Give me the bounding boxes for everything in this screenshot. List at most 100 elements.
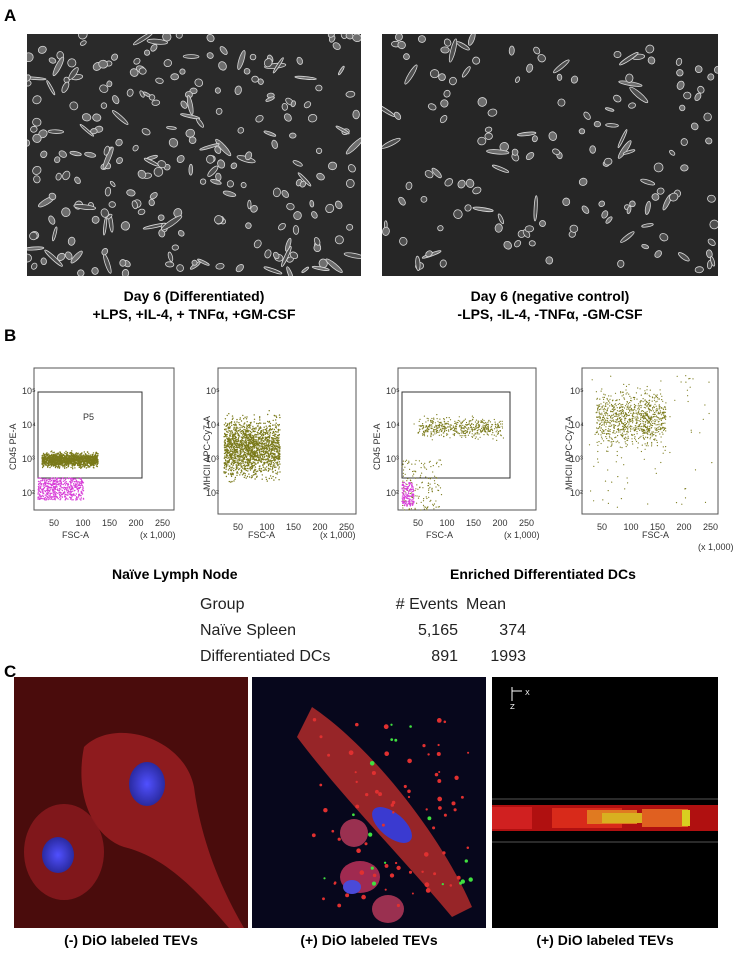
event-dot	[419, 487, 421, 489]
event-dot	[43, 478, 46, 480]
cell	[175, 34, 183, 39]
event-dot	[640, 394, 642, 396]
event-dot	[255, 476, 258, 478]
cell	[99, 84, 109, 93]
event-dot	[481, 427, 483, 430]
event-dot	[253, 464, 255, 467]
event-dot	[80, 484, 83, 486]
event-dot	[404, 473, 406, 475]
event-dot	[235, 449, 237, 451]
cell	[92, 113, 102, 122]
event-dot	[265, 455, 268, 457]
cell	[315, 84, 323, 92]
plot-frame	[397, 367, 537, 511]
event-dot	[248, 426, 250, 429]
event-dot	[264, 428, 266, 431]
event-dot	[240, 469, 243, 471]
event-dot	[53, 456, 56, 458]
cell	[347, 164, 356, 173]
event-dot	[414, 477, 416, 479]
event-dot	[420, 509, 422, 511]
event-dot	[458, 432, 460, 435]
event-dot	[43, 454, 45, 456]
event-dot	[631, 400, 633, 402]
cell	[641, 243, 649, 250]
event-dot	[437, 506, 439, 508]
event-dot	[75, 499, 77, 501]
event-dot	[411, 504, 414, 506]
event-dot	[53, 490, 55, 492]
event-dot	[239, 427, 241, 429]
event-dot	[248, 468, 250, 470]
event-dot	[253, 441, 256, 443]
event-dot	[266, 466, 268, 468]
event-dot	[56, 455, 58, 457]
event-dot	[272, 466, 274, 468]
event-dot	[401, 484, 403, 486]
event-dot	[472, 426, 474, 429]
x-axis-unit: (x 1,000)	[140, 530, 176, 540]
event-dot	[50, 492, 52, 494]
event-dot	[39, 482, 42, 484]
event-dot	[66, 455, 68, 457]
event-dot	[409, 505, 411, 507]
event-dot	[440, 464, 442, 466]
event-dot	[237, 469, 240, 471]
event-dot	[411, 488, 413, 490]
event-dot	[64, 487, 67, 489]
event-dot	[445, 427, 447, 429]
event-dot	[267, 431, 269, 434]
event-dot	[250, 422, 252, 424]
event-dot	[243, 442, 245, 444]
cell	[243, 68, 251, 75]
event-dot	[39, 487, 42, 490]
event-dot	[90, 462, 92, 464]
event-dot	[616, 399, 618, 401]
event-dot	[265, 431, 267, 434]
event-dot	[245, 430, 247, 432]
event-dot	[406, 487, 409, 489]
event-dot	[412, 488, 414, 490]
event-dot	[249, 454, 252, 457]
cell	[52, 226, 58, 242]
event-dot	[609, 405, 611, 407]
event-dot	[70, 457, 73, 460]
event-dot	[46, 460, 48, 462]
event-dot	[455, 425, 458, 427]
event-dot	[265, 468, 267, 471]
cell	[247, 199, 252, 210]
cell	[697, 85, 705, 94]
event-dot	[462, 420, 464, 422]
event-dot	[644, 399, 646, 401]
event-dot	[401, 488, 403, 490]
event-dot	[480, 420, 482, 422]
event-dot	[67, 489, 69, 491]
event-dot	[230, 441, 232, 443]
event-dot	[464, 432, 466, 434]
event-dot	[241, 440, 243, 442]
event-dot	[493, 434, 495, 436]
event-dot	[411, 499, 413, 501]
cell	[477, 97, 487, 107]
event-dot	[622, 413, 624, 415]
event-dot	[450, 429, 452, 431]
event-dot	[64, 461, 67, 463]
event-dot	[253, 454, 255, 456]
event-dot	[87, 455, 89, 457]
event-dot	[406, 480, 408, 482]
cell	[644, 200, 651, 215]
event-dot	[468, 421, 470, 423]
event-dot	[237, 430, 239, 432]
event-dot	[245, 428, 248, 430]
event-dot	[83, 455, 85, 457]
event-dot	[224, 435, 226, 438]
event-dot	[235, 445, 238, 447]
event-dot	[56, 481, 59, 483]
event-dot	[463, 430, 465, 432]
event-dot	[435, 426, 437, 428]
cell	[484, 126, 493, 133]
event-dot	[259, 461, 262, 463]
event-dot	[404, 491, 406, 493]
event-dot	[468, 423, 470, 425]
event-dot	[61, 462, 64, 464]
